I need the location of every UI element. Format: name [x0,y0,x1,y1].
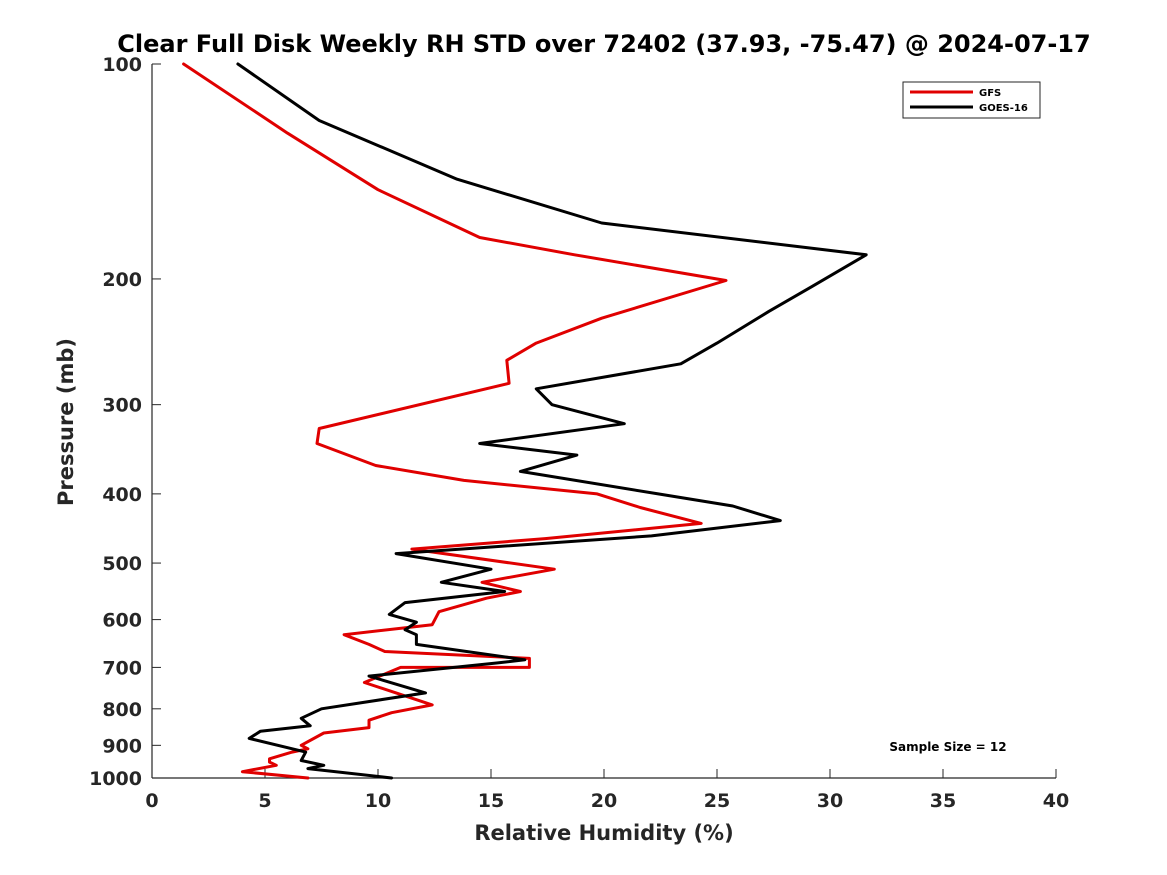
y-tick-label: 1000 [89,768,142,790]
y-tick-label: 100 [102,54,142,76]
sample-size-annotation: Sample Size = 12 [889,740,1006,754]
legend-box [902,81,1041,119]
x-tick-label: 25 [704,790,730,812]
y-tick-label: 400 [102,484,142,506]
y-axis-label: Pressure (mb) [54,338,78,506]
x-tick-label: 15 [478,790,504,812]
x-tick-label: 10 [365,790,391,812]
legend-label-goes-16: GOES-16 [979,103,1028,114]
y-tick-label: 800 [102,699,142,721]
y-tick-label: 300 [102,395,142,417]
legend-label-gfs: GFS [979,88,1001,99]
legend: GFS GOES-16 [902,81,1041,119]
series-line-goes-16 [236,62,868,780]
series-line-gfs [182,62,728,780]
y-tick-label: 700 [102,657,142,679]
series-layer [182,62,868,780]
y-tick-label: 200 [102,269,142,291]
x-tick-label: 40 [1043,790,1069,812]
chart-title: Clear Full Disk Weekly RH STD over 72402… [117,30,1090,58]
x-tick-label: 0 [145,790,158,812]
x-tick-label: 5 [258,790,271,812]
x-tick-label: 20 [591,790,617,812]
y-tick-label: 900 [102,735,142,757]
y-tick-label: 600 [102,610,142,632]
x-tick-label: 30 [817,790,843,812]
y-tick-label: 500 [102,553,142,575]
plot-axes: 0 5 10 15 20 25 30 35 40 100 200 300 400 500 600 700 800… [89,54,1069,812]
x-tick-label: 35 [930,790,956,812]
x-axis-label: Relative Humidity (%) [474,821,733,845]
